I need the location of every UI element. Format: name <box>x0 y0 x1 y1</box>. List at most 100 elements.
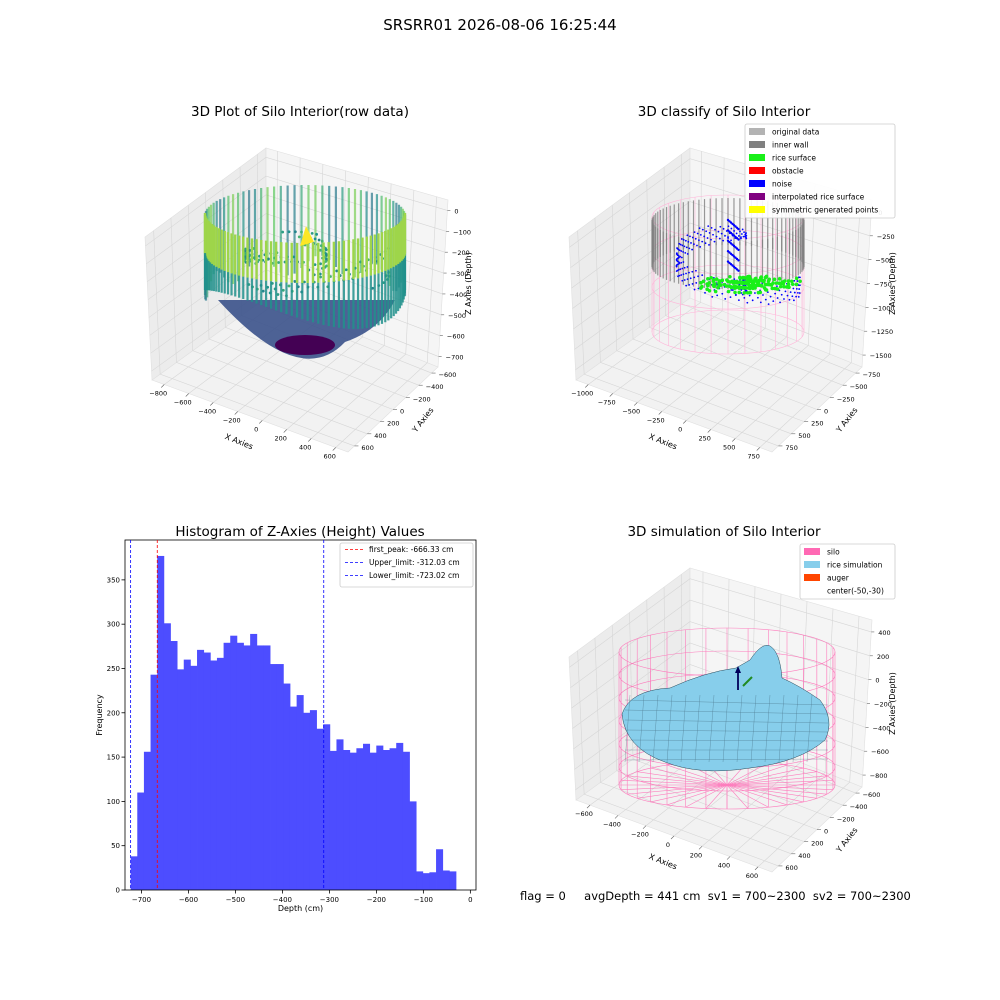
mesh-line <box>750 694 757 763</box>
raw-point <box>296 260 300 264</box>
noise-point <box>743 282 746 284</box>
noise-point <box>677 263 680 265</box>
z-tick-label: −250 <box>877 233 895 241</box>
x-tick-label: −750 <box>598 399 616 407</box>
grid-line <box>629 612 818 830</box>
noise-point <box>729 252 733 255</box>
mesh-line <box>736 694 743 763</box>
silo-floor-spoke <box>621 784 728 790</box>
noise-point <box>676 247 678 249</box>
silo-floor-spoke <box>666 784 728 806</box>
rice-surface-point <box>699 286 703 290</box>
rice-surface-point <box>752 284 757 288</box>
x-tick-label: 200 <box>275 435 287 443</box>
noise-point <box>734 256 737 259</box>
rice-surface-point <box>763 275 768 280</box>
histogram-bar <box>203 652 211 890</box>
noise-point <box>731 233 734 236</box>
noise-point <box>783 298 785 300</box>
raw-point <box>324 260 328 263</box>
x-tick <box>634 402 638 406</box>
z-tick-label: −200 <box>452 249 470 257</box>
x-tick <box>698 846 703 850</box>
noise-point <box>751 299 754 302</box>
rice-surface-point <box>717 279 722 283</box>
x-tick-label: −200 <box>631 831 649 839</box>
floor-pane <box>151 297 439 453</box>
rice-surface-point <box>758 283 763 288</box>
mesh-line <box>624 699 829 706</box>
raw-3d-plot[interactable]: −800−600−400−20002004006006004002000−200… <box>0 0 500 500</box>
noise-point <box>695 282 698 284</box>
rice-surface-point <box>748 277 753 282</box>
y-tick-label: 750 <box>785 444 797 452</box>
raw-point <box>315 232 319 236</box>
noise-point <box>734 282 737 284</box>
rice-surface-point <box>699 280 703 285</box>
raw-point <box>273 287 277 291</box>
rice-surface-point <box>736 280 741 285</box>
noise-point <box>774 292 777 295</box>
rice-surface-point <box>763 282 768 287</box>
z-axis-label: Z Axies (Depth) <box>464 252 473 315</box>
noise-point <box>731 282 734 285</box>
raw-point <box>243 259 246 263</box>
axes-grid <box>569 151 872 448</box>
noise-point <box>732 224 736 227</box>
noise-point <box>677 248 680 251</box>
rice-surface-point <box>763 287 768 292</box>
silo-floor-spoke <box>627 784 728 795</box>
rice-surface-point <box>747 284 752 288</box>
grid-line <box>663 587 843 806</box>
raw-point <box>252 256 256 260</box>
legend-label: rice simulation <box>827 561 883 570</box>
rice-surface-point <box>774 287 779 291</box>
rice-surface-point <box>745 276 750 280</box>
histogram-bar <box>323 724 331 890</box>
raw-point <box>244 257 248 260</box>
noise-point <box>735 257 739 261</box>
rice-surface-point <box>737 286 742 290</box>
z-tick-label: −200 <box>874 701 892 709</box>
grid-line <box>577 650 779 867</box>
histogram-bar <box>356 748 364 890</box>
noise-point <box>696 244 698 247</box>
noise-point <box>698 227 701 230</box>
raw-point <box>379 253 383 256</box>
noise-point <box>676 257 679 260</box>
noise-point <box>675 264 678 267</box>
raw-point <box>303 243 307 247</box>
simulation-3d-plot[interactable]: −600−400−20002004006006004002000−200−400… <box>500 500 1000 1000</box>
noise-point <box>726 260 730 263</box>
raw-point <box>324 246 327 250</box>
grid-line <box>151 288 439 372</box>
raw-point <box>252 247 256 250</box>
raw-point <box>371 286 375 290</box>
noise-point <box>756 284 759 287</box>
mesh-line <box>764 694 771 763</box>
rice-surface-point <box>767 277 772 282</box>
rice-surface-point <box>729 285 734 290</box>
raw-point <box>320 239 324 243</box>
noise-point <box>732 265 736 268</box>
rice-surface-point <box>746 279 750 283</box>
histogram-chart[interactable]: −700 −600 −500 −400 −300 −200 −100 0 0 50 100 150 20… <box>0 500 500 1000</box>
stats-text: avgDepth = 441 cm sv1 = 700~2300 sv2 = 7… <box>584 889 911 903</box>
silo-floor-spoke <box>726 784 817 799</box>
classify-3d-plot[interactable]: −1000−750−500−25002505007507505002500−25… <box>500 0 1000 500</box>
rice-surface-point <box>744 286 749 290</box>
noise-point <box>681 244 684 247</box>
grid-line <box>164 151 278 385</box>
rice-surface-point <box>784 285 789 289</box>
noise-point <box>794 283 797 286</box>
y-tick-label: 100 <box>107 798 120 806</box>
raw-point <box>267 257 270 261</box>
noise-point <box>733 230 735 232</box>
noise-point <box>705 230 708 233</box>
noise-point <box>726 250 730 253</box>
grid-line <box>573 664 866 750</box>
axes-grid <box>569 571 872 868</box>
z-tick-label: −600 <box>447 333 465 341</box>
rice-surface-point <box>789 279 794 284</box>
noise-point <box>738 284 741 287</box>
